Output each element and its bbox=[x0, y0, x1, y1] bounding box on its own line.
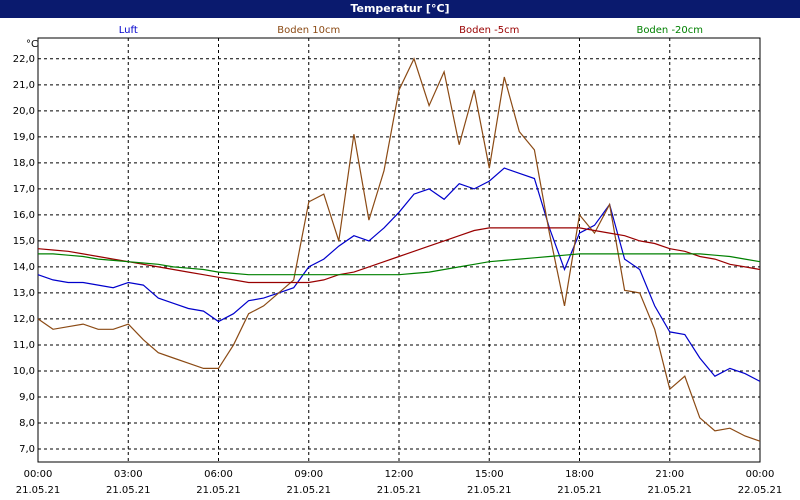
y-tick-label: 21,0 bbox=[13, 80, 35, 91]
y-tick-label: 10,0 bbox=[13, 366, 35, 377]
x-tick-label: 09:00 bbox=[294, 469, 323, 480]
chart-title: Temperatur [°C] bbox=[350, 2, 449, 15]
x-tick-label: 00:00 bbox=[24, 469, 53, 480]
y-tick-label: 13,0 bbox=[13, 288, 35, 299]
y-tick-label: 15,0 bbox=[13, 236, 35, 247]
plot-frame bbox=[37, 37, 761, 463]
x-tick-date: 22.05.21 bbox=[738, 485, 783, 496]
series-line bbox=[37, 57, 761, 442]
y-tick-label: 12,0 bbox=[13, 314, 35, 325]
x-tick-date: 21.05.21 bbox=[286, 485, 331, 496]
x-tick-date: 21.05.21 bbox=[16, 485, 61, 496]
legend-label: Luft bbox=[119, 25, 138, 36]
title-bar bbox=[0, 0, 800, 18]
x-tick-date: 21.05.21 bbox=[557, 485, 602, 496]
y-tick-label: 20,0 bbox=[13, 106, 35, 117]
series-line bbox=[38, 253, 761, 276]
y-tick-label: 18,0 bbox=[13, 158, 35, 169]
y-tick-label: 14,0 bbox=[13, 262, 35, 273]
x-tick-label: 12:00 bbox=[385, 469, 414, 480]
x-tick-label: 18:00 bbox=[565, 469, 594, 480]
legend-label: Boden -20cm bbox=[636, 25, 703, 36]
x-tick-label: 15:00 bbox=[475, 469, 504, 480]
x-tick-date: 21.05.21 bbox=[647, 485, 692, 496]
y-unit: °C bbox=[26, 39, 38, 50]
y-tick-label: 17,0 bbox=[13, 184, 35, 195]
y-tick-label: 7,0 bbox=[19, 444, 35, 455]
legend-label: Boden -5cm bbox=[459, 25, 519, 36]
x-tick-date: 21.05.21 bbox=[106, 485, 151, 496]
x-tick-label: 00:00 bbox=[746, 469, 775, 480]
x-tick-label: 06:00 bbox=[204, 469, 233, 480]
y-tick-label: 19,0 bbox=[13, 132, 35, 143]
x-tick-date: 21.05.21 bbox=[377, 485, 422, 496]
legend-label: Boden 10cm bbox=[277, 25, 340, 36]
x-tick-date: 21.05.21 bbox=[196, 485, 241, 496]
y-tick-label: 11,0 bbox=[13, 340, 35, 351]
x-tick-date: 21.05.21 bbox=[467, 485, 512, 496]
y-tick-label: 16,0 bbox=[13, 210, 35, 221]
y-tick-label: 22,0 bbox=[13, 54, 35, 65]
y-tick-label: 9,0 bbox=[19, 392, 35, 403]
x-tick-label: 03:00 bbox=[114, 469, 143, 480]
series-line bbox=[37, 227, 761, 284]
y-tick-label: 8,0 bbox=[19, 418, 35, 429]
x-tick-label: 21:00 bbox=[655, 469, 684, 480]
series-line bbox=[37, 167, 761, 382]
